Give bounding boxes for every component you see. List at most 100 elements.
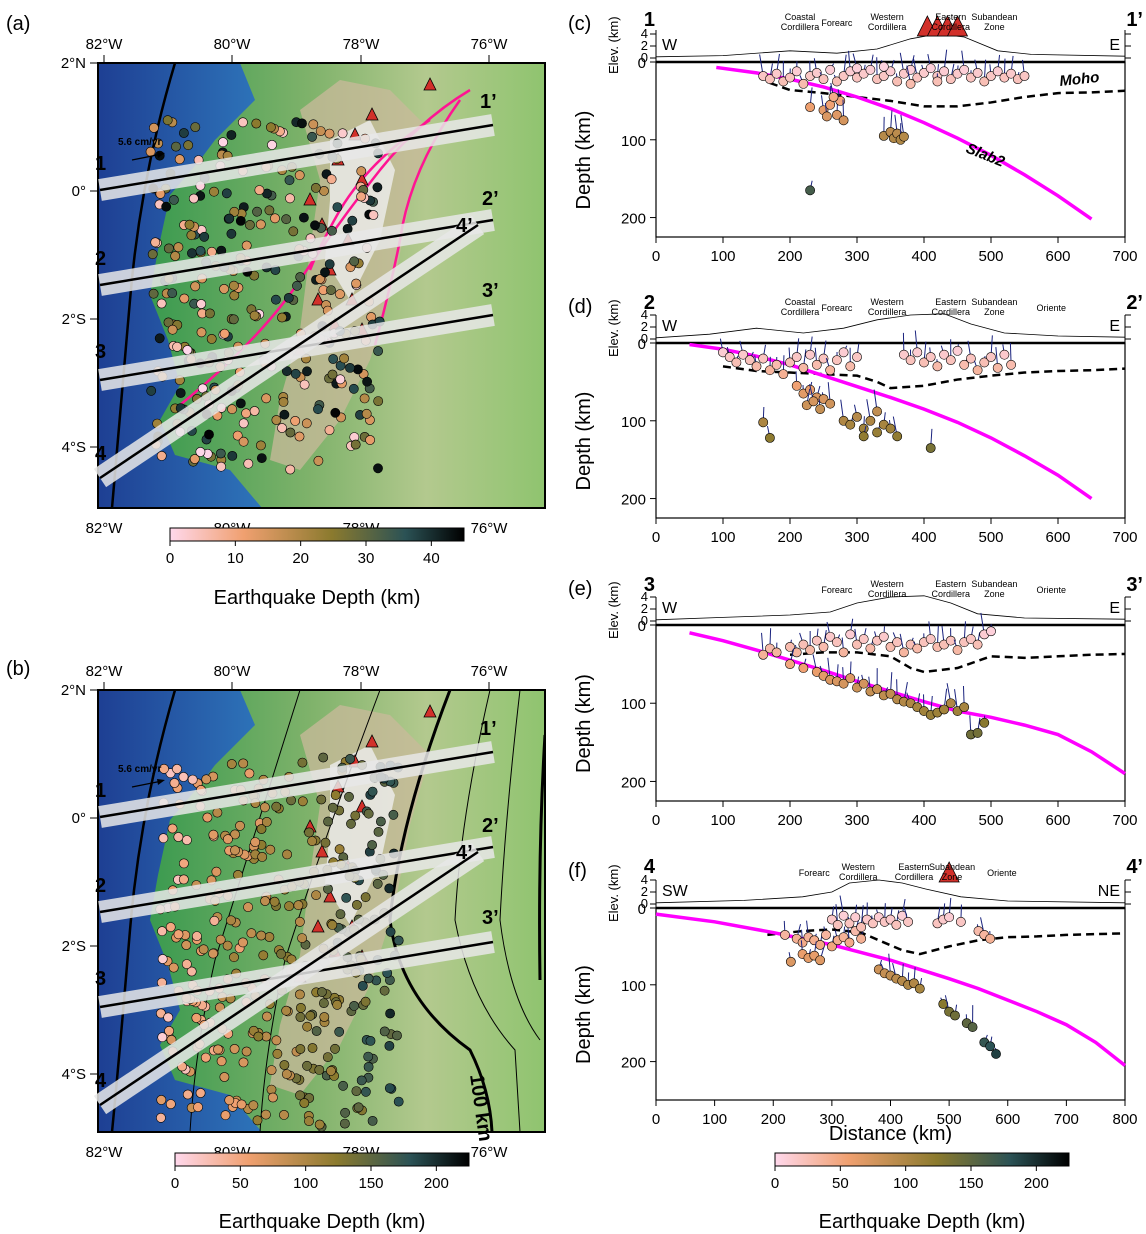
earthquake-point — [912, 347, 923, 358]
epicenter — [356, 1075, 367, 1086]
epicenter — [270, 294, 281, 305]
elev-tick-label: 4 — [641, 589, 648, 604]
depth-tick-label: 0 — [638, 55, 646, 72]
earthquake-point — [811, 635, 822, 646]
epicenter — [320, 837, 331, 848]
epicenter — [252, 206, 262, 217]
epicenter — [379, 985, 390, 996]
earthquake-point — [798, 639, 809, 650]
earthquake-point — [972, 67, 983, 78]
earthquake-point — [979, 357, 990, 368]
epicenter — [297, 796, 308, 807]
distance-tick-label: 400 — [878, 1111, 903, 1128]
epicenter — [175, 388, 186, 398]
distance-tick-label: 500 — [978, 812, 1003, 829]
epicenter — [373, 463, 383, 474]
epicenter — [238, 1057, 249, 1068]
epicenter — [238, 758, 249, 769]
earthquake-point — [852, 411, 862, 422]
distance-tick-label: 500 — [937, 1111, 962, 1128]
volcano-marker — [311, 292, 325, 306]
epicenter — [324, 259, 335, 269]
earthquake-point — [791, 380, 802, 391]
earthquake-point — [821, 111, 832, 122]
map-frame-b — [97, 689, 546, 1133]
epicenter — [220, 1110, 231, 1121]
epicenter — [363, 1062, 374, 1072]
epicenter — [212, 807, 223, 818]
distance-tick-label: 0 — [652, 529, 660, 546]
epicenter — [272, 1048, 283, 1059]
feature-label: Zone — [942, 872, 963, 882]
earthquake-point — [751, 361, 762, 372]
epicenter — [326, 285, 336, 295]
colorbar-tick-label: 200 — [424, 1175, 449, 1192]
epicenter — [332, 202, 343, 212]
epicenter — [186, 966, 197, 977]
epicenter — [222, 940, 233, 951]
earthquake-point — [885, 642, 896, 652]
epicenter — [392, 1030, 402, 1041]
epicenter — [330, 407, 341, 418]
feature-label: Cordillera — [839, 872, 878, 882]
earthquake-point — [966, 353, 976, 364]
distance-tick-label: 200 — [777, 248, 802, 265]
feature-label: Subandean — [971, 12, 1017, 22]
colorbar-ticks: 0 50 100 150 200 — [771, 1166, 1049, 1192]
feature-label: Western — [842, 862, 875, 872]
direction-label-left: W — [662, 318, 678, 335]
earthquake-point — [891, 919, 902, 930]
earthquake-point — [903, 916, 913, 927]
earthquake-point — [845, 673, 856, 684]
epicenter — [302, 366, 312, 377]
epicenter — [228, 280, 239, 291]
epicenter — [385, 1008, 395, 1019]
epicenter — [373, 827, 384, 837]
epicenter — [216, 461, 226, 472]
colorbar-sections: 0 50 100 150 200 Earthquake Depth (km) — [771, 1152, 1070, 1233]
epicenter — [294, 431, 305, 442]
epicenter — [318, 998, 329, 1008]
feature-label: Western — [870, 12, 903, 22]
earthquake-point — [850, 912, 861, 923]
epicenter — [352, 364, 363, 375]
epicenter — [229, 952, 239, 963]
epicenter — [270, 213, 280, 224]
distance-axis-label: Distance (km) — [829, 1123, 952, 1145]
epicenter — [157, 954, 168, 964]
epicenter — [167, 823, 178, 834]
epicenter — [385, 926, 396, 937]
moho-line — [769, 81, 1126, 108]
plate-rate-label: 5.6 cm/yr — [118, 764, 161, 775]
epicenter — [155, 1112, 166, 1123]
epicenter — [161, 201, 172, 212]
epicenter — [182, 1089, 193, 1100]
elev-tick-label: 0 — [641, 896, 648, 911]
lon-tick-label-top: 80°W — [214, 663, 252, 680]
earthquake-point — [845, 361, 856, 372]
lat-tick-label: 0° — [72, 183, 86, 200]
feature-label: Eastern — [898, 862, 929, 872]
earthquake-point — [785, 72, 795, 83]
epicenter — [179, 293, 190, 304]
epicenter — [279, 1060, 290, 1070]
epicenter — [311, 890, 321, 900]
epicenter — [292, 280, 302, 291]
epicenter — [363, 973, 374, 984]
epicenter — [285, 427, 296, 438]
earthquake-point — [778, 369, 789, 380]
epicenter — [347, 215, 358, 226]
earthquake-point — [724, 352, 735, 362]
epicenter — [330, 790, 341, 800]
topography-profile — [655, 33, 1126, 58]
epicenter — [237, 117, 248, 128]
epicenter — [297, 118, 307, 129]
slab2-line — [689, 342, 1093, 500]
epicenter — [186, 230, 197, 241]
epicenter — [298, 212, 309, 223]
epicenter — [353, 1102, 364, 1113]
epicenter — [362, 376, 372, 387]
earthquake-point — [919, 357, 929, 368]
